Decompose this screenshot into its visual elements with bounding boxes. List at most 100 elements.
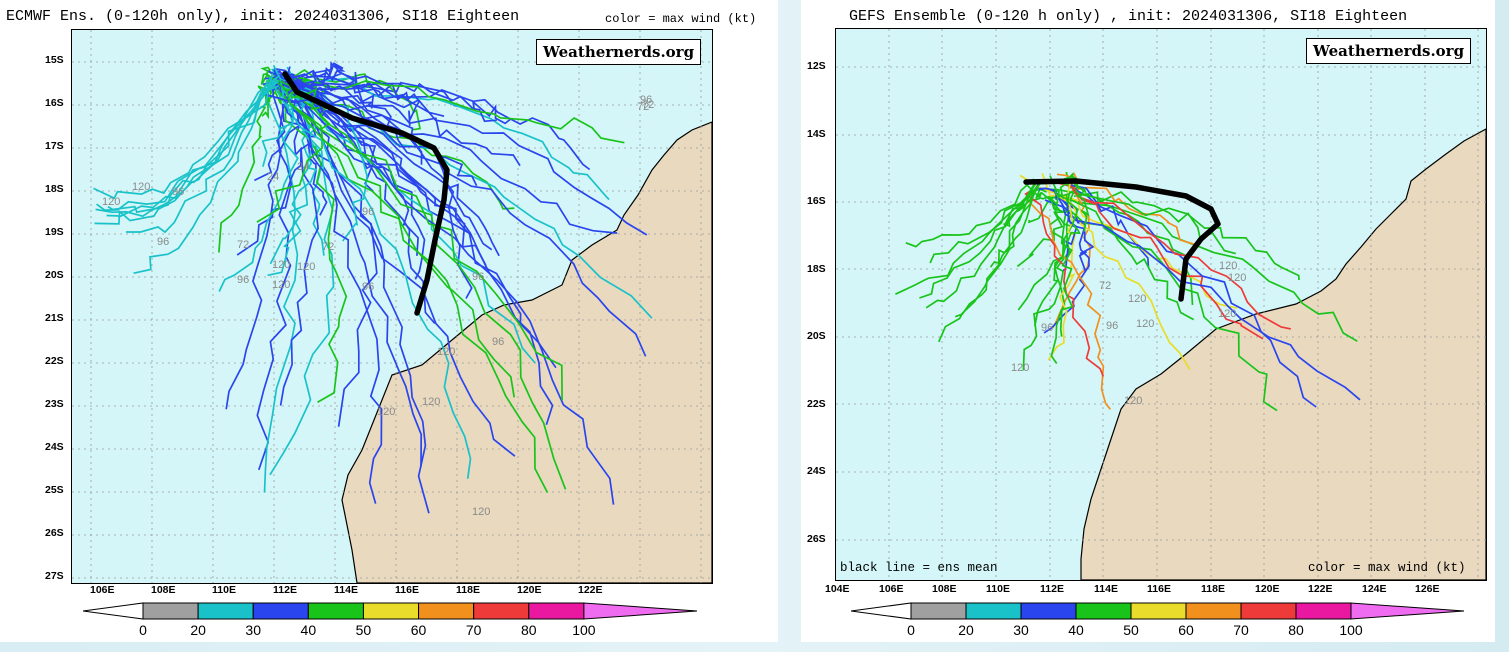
lat-tick-label: 26S [45,527,64,539]
lead-time-label: 24 [297,161,309,173]
colorbar-label: 0 [139,622,147,638]
lat-tick-label: 22S [807,398,826,410]
lead-time-label: 120 [272,259,290,271]
lat-tick-label: 24S [807,465,826,477]
lat-tick-label: 24S [45,441,64,453]
lead-time-label: 120 [1136,318,1154,330]
colorbar-svg: 0 20 30 40 50 60 70 80 100 [851,602,1465,638]
colorbar-svg: 0 20 30 40 50 60 70 80 100 [83,602,698,638]
colorbar-bin [197,602,254,620]
colorbar-bin [473,602,530,620]
ecmwf-panel: ECMWF Ens. (0-120h only), init: 20240313… [6,8,757,638]
lead-time-label: 72 [642,99,654,111]
lat-tick-label: 17S [45,140,64,152]
lead-time-label: 72 [237,239,249,251]
lead-time-label: 120 [422,396,440,408]
ensemble-track [955,185,1039,318]
lead-time-label: 72 [637,101,649,113]
colorbar-label: 80 [1288,622,1304,638]
lon-tick-label: 120E [517,584,542,596]
colorbar-bin [1075,602,1132,620]
lat-tick-label: 22S [45,355,64,367]
colorbar-label: 40 [301,622,317,638]
lat-tick-label: 16S [807,195,826,207]
ensemble-track [1052,172,1091,329]
lon-tick-label: 116E [395,584,419,596]
lead-time-label: 96 [472,271,484,283]
ensemble-track [263,81,299,493]
ensemble-track [236,83,302,256]
ensemble-track [1047,181,1076,361]
lead-time-label: 96 [362,281,374,293]
lead-time-label: 120 [102,196,120,208]
colorbar-bin [1240,602,1297,620]
colorbar-bin [307,602,364,620]
ensemble-track [279,66,319,406]
lat-tick-label: 14S [807,128,826,140]
lead-time-label: 120 [377,406,395,418]
lon-tick-label: 110E [986,583,1010,595]
colorbar-label: 70 [1233,622,1249,638]
ensemble-track [1053,181,1291,330]
lead-time-label: 96 [157,236,169,248]
ensemble-track [272,68,497,123]
ecmwf-color-label: color = max wind (kt) [605,12,757,26]
colorbar-label: 50 [1123,622,1139,638]
gefs-logo: Weathernerds.org [1306,38,1472,64]
lead-time-label: 72 [322,241,334,253]
lat-tick-label: 26S [807,533,826,545]
lon-tick-label: 108E [932,583,957,595]
ensemble-track [267,94,615,505]
lon-tick-label: 106E [90,584,115,596]
colorbar-bin [83,602,144,620]
colorbar-label: 20 [958,622,974,638]
colorbar-bin [528,602,585,620]
lat-tick-label: 23S [45,398,64,410]
ensemble-track [274,73,368,242]
lead-time-label: 96 [1106,320,1118,332]
ensemble-track [266,73,516,398]
ensemble-track [287,61,346,96]
lead-time-label: 96 [362,206,374,218]
lon-tick-label: 122E [1308,583,1333,595]
ensemble-track [264,93,500,257]
ensemble-track [905,178,1035,248]
lead-time-label: 96 [1041,322,1053,334]
ensemble-track [1016,183,1068,268]
lat-tick-label: 15S [45,54,64,66]
colorbar-bin [583,602,698,620]
ecmwf-title: ECMWF Ens. (0-120h only), init: 20240313… [6,8,520,25]
lon-tick-label: 116E [1147,583,1171,595]
colorbar-bin [1295,602,1352,620]
ensemble-track [1055,181,1317,408]
ensemble-track [272,87,567,490]
land-australia [1080,127,1487,581]
colorbar-label: 100 [1339,622,1363,638]
ensemble-track [277,77,383,504]
lead-time-label: 120 [1128,293,1146,305]
lon-tick-label: 114E [1094,583,1118,595]
colorbar-label: 30 [1013,622,1029,638]
ensemble-track [275,79,521,167]
lon-tick-label: 114E [334,584,358,596]
ensemble-track [1050,196,1278,412]
ensemble-track [94,75,279,225]
ecmwf-logo: Weathernerds.org [536,39,702,65]
ensemble-track [1049,175,1074,364]
ensemble-track [925,183,1041,309]
lon-tick-label: 108E [151,584,176,596]
lead-time-label: 120 [1218,308,1236,320]
ensemble-track [96,78,270,211]
lon-tick-label: 112E [1040,583,1064,595]
lon-tick-label: 104E [825,583,850,595]
ens-mean-note: black line = ens mean [840,561,998,575]
lat-tick-label: 25S [45,484,64,496]
lead-time-label: 96 [492,336,504,348]
ensemble-track [1017,190,1081,311]
ensemble-track [276,87,419,256]
ensemble-mean-track [282,71,450,316]
lead-time-label: 120 [1124,395,1142,407]
lead-time-label: 120 [272,279,290,291]
ensemble-track [278,87,563,401]
gefs-panel: GEFS Ensemble (0-120 h only) , init: 202… [801,0,1495,642]
